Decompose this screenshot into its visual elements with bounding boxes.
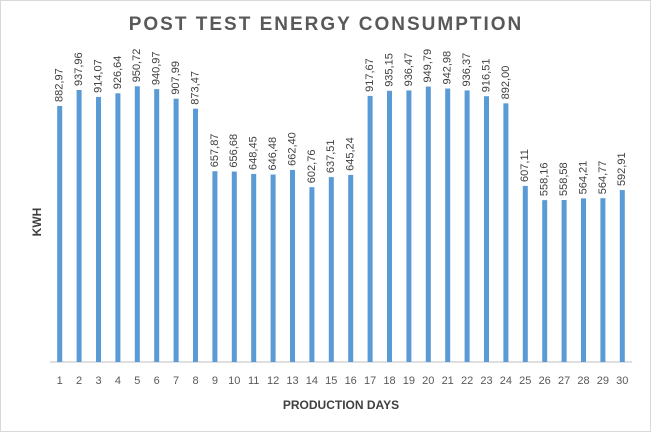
bar: [193, 108, 198, 363]
value-label: 564,77: [597, 161, 609, 195]
value-label: 892,00: [500, 66, 512, 100]
x-tick-label: 5: [134, 375, 140, 387]
value-label: 926,64: [112, 56, 124, 90]
value-label: 637,51: [325, 139, 337, 173]
bar: [367, 95, 373, 362]
bar: [464, 90, 470, 362]
bar: [231, 171, 237, 362]
value-label: 940,97: [151, 51, 163, 85]
x-tick-label: 19: [403, 375, 415, 387]
bar: [251, 173, 257, 362]
value-label: 942,98: [442, 51, 454, 85]
x-tick-label: 23: [480, 375, 492, 387]
x-tick-label: 26: [539, 375, 551, 387]
value-label: 950,72: [131, 49, 143, 83]
value-label: 645,24: [345, 137, 357, 171]
value-label: 602,76: [306, 150, 318, 184]
chart-title: POST TEST ENERGY CONSUMPTION: [129, 14, 524, 35]
x-tick-label: 21: [442, 375, 454, 387]
bar: [619, 190, 625, 362]
value-label: 648,45: [248, 136, 260, 170]
x-tick-label: 24: [500, 375, 512, 387]
value-label: 662,40: [286, 132, 298, 166]
bar: [348, 174, 354, 362]
x-tick-label: 8: [192, 375, 198, 387]
value-label: 914,07: [92, 59, 104, 93]
x-tick-label: 27: [558, 375, 570, 387]
bar: [406, 90, 412, 362]
bar: [425, 86, 431, 362]
x-tick-label: 11: [248, 375, 259, 387]
value-label: 907,99: [170, 61, 182, 95]
bar: [173, 98, 179, 363]
bar: [445, 88, 451, 362]
x-tick-label: 16: [345, 375, 357, 387]
bar: [600, 198, 606, 362]
x-tick-label: 17: [364, 375, 376, 387]
value-label: 607,11: [519, 149, 531, 182]
bar: [503, 103, 509, 362]
x-tick-label: 6: [154, 375, 160, 387]
x-tick-label: 14: [306, 375, 318, 387]
bar: [522, 185, 528, 362]
x-tick-label: 15: [325, 375, 337, 387]
x-tick-label: 2: [76, 375, 82, 387]
bar: [96, 96, 101, 362]
bar: [328, 177, 334, 362]
bar: [387, 90, 392, 362]
bar: [581, 198, 586, 362]
x-tick-label: 29: [597, 375, 609, 387]
x-tick-label: 25: [519, 375, 531, 387]
value-label: 656,68: [228, 134, 240, 168]
bar: [484, 96, 489, 362]
x-axis-label: PRODUCTION DAYS: [283, 398, 399, 412]
bar: [154, 89, 160, 362]
bar: [76, 89, 82, 362]
x-tick-label: 13: [286, 375, 298, 387]
x-tick-label: 4: [115, 375, 121, 387]
x-tick-label: 30: [616, 375, 628, 387]
bar: [115, 93, 121, 362]
value-label: 873,47: [189, 71, 201, 105]
x-tick-label: 22: [461, 375, 473, 387]
x-tick-label: 18: [383, 375, 395, 387]
x-tick-label: 20: [422, 375, 434, 387]
y-axis-label: KWH: [30, 208, 44, 237]
value-label: 558,16: [539, 162, 551, 196]
value-label: 937,96: [73, 52, 85, 86]
value-label: 949,79: [422, 49, 434, 83]
value-label: 564,21: [577, 161, 589, 195]
x-tick-label: 12: [267, 375, 279, 387]
bar: [542, 200, 548, 362]
x-tick-label: 9: [212, 375, 218, 387]
x-tick-label: 3: [95, 375, 101, 387]
bar: [309, 187, 315, 362]
bar: [134, 86, 140, 362]
value-label: 935,15: [383, 53, 395, 87]
x-tick-label: 10: [228, 375, 240, 387]
x-tick-label: 7: [173, 375, 179, 387]
bar: [212, 171, 218, 362]
value-label: 917,67: [364, 58, 376, 92]
value-label: 646,48: [267, 137, 279, 171]
bar: [270, 174, 276, 362]
value-label: 882,97: [54, 68, 66, 102]
bar: [561, 200, 567, 362]
bar: [57, 105, 63, 363]
value-label: 916,51: [480, 59, 492, 93]
value-label: 657,87: [209, 134, 221, 168]
x-tick-label: 28: [577, 375, 589, 387]
value-label: 936,47: [403, 53, 415, 87]
value-label: 592,91: [616, 152, 628, 186]
value-label: 936,37: [461, 53, 473, 87]
value-label: 558,58: [558, 162, 570, 196]
bar: [290, 169, 295, 362]
x-tick-label: 1: [57, 375, 63, 387]
